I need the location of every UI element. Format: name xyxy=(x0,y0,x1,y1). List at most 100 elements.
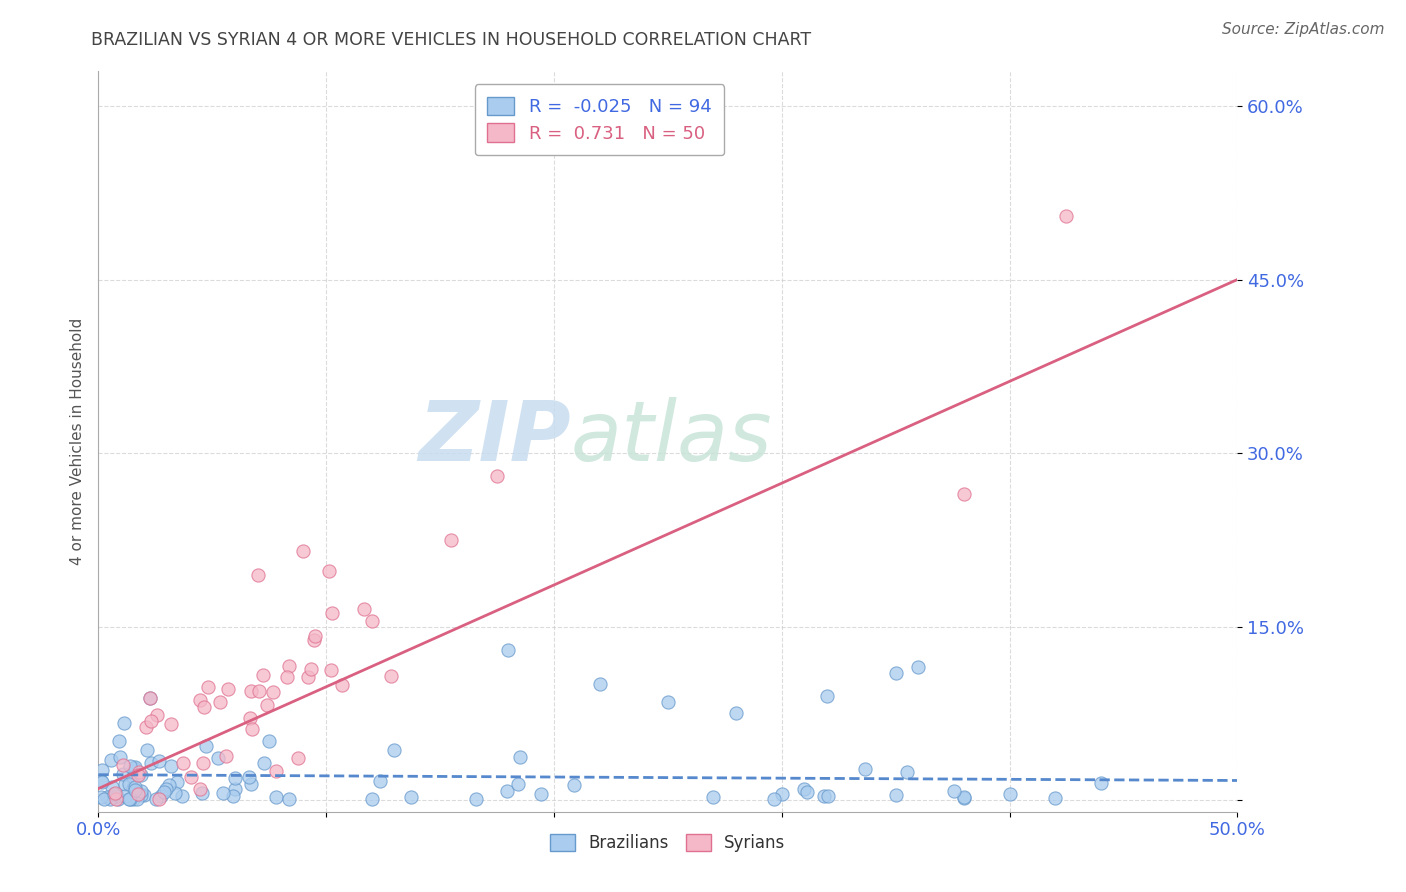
Point xyxy=(330,677,353,691)
Point xyxy=(207,751,229,765)
Point xyxy=(217,681,239,696)
Point xyxy=(368,773,391,788)
Point xyxy=(212,786,235,800)
Point xyxy=(276,670,298,684)
Point xyxy=(277,659,299,673)
Point xyxy=(222,789,245,804)
Point xyxy=(129,768,152,782)
Point xyxy=(224,781,246,796)
Point xyxy=(506,777,529,791)
Point xyxy=(108,749,131,764)
Point xyxy=(114,777,136,791)
Point xyxy=(150,789,173,804)
Point xyxy=(498,642,520,657)
Text: atlas: atlas xyxy=(571,397,773,478)
Point xyxy=(125,792,148,806)
Point xyxy=(353,601,375,615)
Point xyxy=(129,788,152,802)
Point xyxy=(124,761,146,775)
Point xyxy=(148,754,170,768)
Point xyxy=(360,614,382,628)
Point xyxy=(107,792,129,806)
Point xyxy=(166,775,188,789)
Point xyxy=(105,789,128,803)
Point xyxy=(165,786,187,800)
Point xyxy=(287,751,309,765)
Point xyxy=(297,670,319,684)
Point xyxy=(104,786,127,800)
Point xyxy=(127,768,149,782)
Point xyxy=(153,785,176,799)
Point xyxy=(118,759,141,773)
Point xyxy=(214,748,236,763)
Point xyxy=(318,564,340,578)
Point xyxy=(953,790,976,805)
Point xyxy=(486,469,509,483)
Point xyxy=(118,776,141,790)
Point xyxy=(238,770,260,784)
Point xyxy=(896,765,918,780)
Point xyxy=(440,533,463,547)
Point xyxy=(1054,209,1078,223)
Point xyxy=(135,743,157,757)
Point xyxy=(380,669,402,683)
Point xyxy=(118,791,141,805)
Point xyxy=(100,753,122,767)
Point xyxy=(105,792,128,806)
Point xyxy=(361,792,384,806)
Point xyxy=(292,544,315,558)
Point xyxy=(509,750,531,764)
Point xyxy=(191,756,214,770)
Point xyxy=(112,766,135,780)
Point xyxy=(884,789,907,803)
Point xyxy=(209,695,232,709)
Point xyxy=(1090,776,1112,790)
Point xyxy=(239,777,262,791)
Point xyxy=(139,690,162,705)
Point xyxy=(725,706,748,721)
Point xyxy=(120,792,142,806)
Point xyxy=(157,778,180,792)
Point xyxy=(382,743,405,757)
Point xyxy=(224,771,246,785)
Point xyxy=(114,789,136,804)
Point xyxy=(253,756,276,771)
Point xyxy=(197,680,219,694)
Point xyxy=(91,764,114,778)
Point xyxy=(264,790,287,805)
Point xyxy=(702,789,724,804)
Point xyxy=(190,782,212,797)
Legend: Brazilians, Syrians: Brazilians, Syrians xyxy=(544,828,792,859)
Point xyxy=(145,792,167,806)
Point xyxy=(159,759,181,773)
Point xyxy=(155,781,177,796)
Point xyxy=(101,780,124,795)
Point xyxy=(817,789,839,803)
Point xyxy=(796,785,818,799)
Point xyxy=(121,792,143,806)
Point xyxy=(112,716,135,731)
Point xyxy=(139,714,162,729)
Point xyxy=(180,771,202,785)
Point xyxy=(793,781,815,796)
Point xyxy=(124,780,146,795)
Point xyxy=(304,629,326,643)
Point xyxy=(998,788,1021,802)
Point xyxy=(172,756,194,771)
Point xyxy=(93,792,115,806)
Point xyxy=(256,698,278,712)
Point xyxy=(90,774,112,789)
Point xyxy=(953,789,976,804)
Point xyxy=(240,722,263,736)
Text: BRAZILIAN VS SYRIAN 4 OR MORE VEHICLES IN HOUSEHOLD CORRELATION CHART: BRAZILIAN VS SYRIAN 4 OR MORE VEHICLES I… xyxy=(91,31,811,49)
Point xyxy=(188,693,211,707)
Point xyxy=(319,664,342,678)
Point xyxy=(401,790,423,805)
Point xyxy=(252,668,274,682)
Point xyxy=(943,784,966,798)
Point xyxy=(96,790,118,805)
Point xyxy=(240,684,263,698)
Point xyxy=(657,695,679,709)
Point xyxy=(160,717,183,731)
Point xyxy=(1043,790,1066,805)
